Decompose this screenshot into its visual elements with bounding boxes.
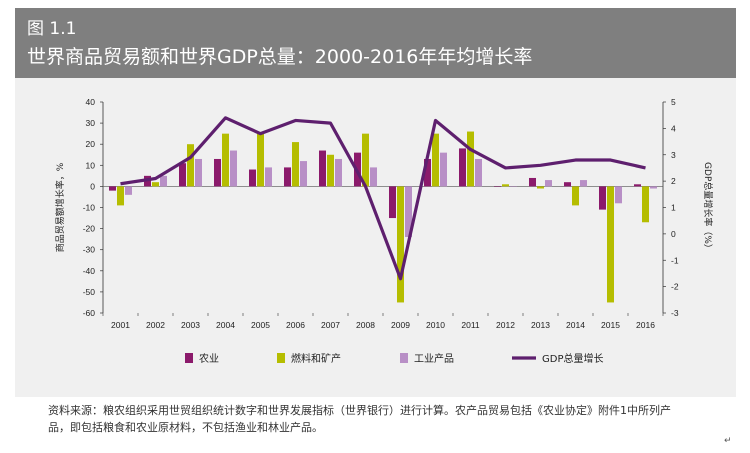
bar [117, 186, 124, 206]
bar [424, 158, 431, 187]
x-tick-label: 2015 [601, 320, 620, 330]
left-tick-label: 10 [86, 160, 96, 170]
bar [440, 152, 447, 187]
bar [615, 186, 622, 204]
bar [362, 133, 369, 187]
chart-title: 世界商品贸易额和世界GDP总量：2000-2016年年均增长率 [27, 46, 533, 68]
bar [405, 186, 412, 238]
x-tick-label: 2011 [461, 320, 480, 330]
bar [265, 167, 272, 187]
bar [459, 148, 466, 187]
bar [109, 186, 116, 191]
bar [529, 177, 536, 187]
bar [650, 186, 657, 189]
legend-swatch [277, 353, 285, 363]
right-axis-title: GDP总量增长率（%） [702, 162, 714, 253]
bar [335, 158, 342, 187]
bar [545, 180, 552, 187]
x-tick-label: 2004 [216, 320, 235, 330]
bar [467, 131, 474, 187]
gdp-line [120, 116, 646, 281]
bar [432, 133, 439, 187]
bar [397, 186, 404, 303]
bar [634, 184, 641, 187]
bar [389, 186, 396, 219]
legend-label: 工业产品 [414, 352, 454, 365]
bar [222, 133, 229, 187]
bar [642, 186, 649, 223]
x-tick-label: 2009 [391, 320, 410, 330]
bar [502, 184, 509, 187]
left-tick-label: -20 [83, 224, 96, 234]
left-tick-label: 0 [90, 181, 95, 191]
right-tick-label: 1 [671, 203, 676, 213]
bar [300, 161, 307, 187]
bar [475, 158, 482, 187]
return-mark: ↵ [724, 436, 732, 446]
right-tick-label: 0 [671, 229, 676, 239]
left-tick-label: 30 [86, 118, 96, 128]
x-tick-label: 2012 [496, 320, 515, 330]
x-tick-label: 2003 [181, 320, 200, 330]
bar [249, 169, 256, 187]
right-tick-label: 4 [671, 123, 676, 133]
right-tick-label: -1 [671, 255, 679, 265]
bar [179, 163, 186, 187]
figure-header: 图 1.1 世界商品贸易额和世界GDP总量：2000-2016年年均增长率 [15, 8, 736, 78]
bar [195, 158, 202, 187]
x-tick-label: 2001 [111, 320, 130, 330]
legend-label: 燃料和矿产 [291, 352, 341, 365]
bar [160, 175, 167, 187]
legend-swatch [400, 353, 408, 363]
bar [292, 142, 299, 187]
x-tick-label: 2013 [531, 320, 550, 330]
x-tick-label: 2007 [321, 320, 340, 330]
x-tick-label: 2006 [286, 320, 305, 330]
legend-swatch [185, 353, 193, 363]
right-tick-label: -2 [671, 282, 679, 292]
x-tick-label: 2002 [146, 320, 165, 330]
bar [599, 186, 606, 210]
right-tick-label: 3 [671, 150, 676, 160]
legend-label: 农业 [199, 352, 219, 365]
bar [564, 182, 571, 187]
bar [510, 186, 517, 187]
left-tick-label: -60 [83, 308, 96, 318]
left-tick-label: 40 [86, 97, 96, 107]
right-tick-label: 5 [671, 97, 676, 107]
figure-label: 图 1.1 [27, 19, 77, 39]
bar [537, 186, 544, 189]
bar [319, 150, 326, 187]
source-note: 资料来源：粮农组织采用世贸组织统计数字和世界发展指标（世界银行）进行计算。农产品… [48, 404, 671, 434]
left-tick-label: -40 [83, 266, 96, 276]
right-tick-label: 2 [671, 176, 676, 186]
left-axis-title: 商品贸易额增长率，% [54, 162, 66, 252]
bar [327, 154, 334, 187]
left-tick-label: 20 [86, 139, 96, 149]
x-tick-label: 2010 [426, 320, 445, 330]
chart-svg: 403020100-10-20-30-40-50-60543210-1-2-32… [54, 97, 714, 365]
x-tick-label: 2005 [251, 320, 270, 330]
bar [214, 158, 221, 187]
x-tick-label: 2008 [356, 320, 375, 330]
bar [257, 133, 264, 187]
x-tick-label: 2016 [636, 320, 655, 330]
bar [572, 186, 579, 206]
left-tick-label: -10 [83, 203, 96, 213]
bar [284, 167, 291, 187]
chart-panel [15, 78, 736, 397]
right-tick-label: -3 [671, 308, 679, 318]
bar [607, 186, 614, 303]
bar [370, 167, 377, 187]
left-tick-label: -50 [83, 287, 96, 297]
bar [230, 150, 237, 187]
bar [494, 186, 501, 187]
bar [125, 186, 132, 195]
legend-label: GDP总量增长 [542, 352, 603, 365]
bar [152, 182, 159, 187]
x-tick-label: 2014 [566, 320, 585, 330]
left-tick-label: -30 [83, 245, 96, 255]
bar [187, 144, 194, 187]
bar [580, 180, 587, 187]
